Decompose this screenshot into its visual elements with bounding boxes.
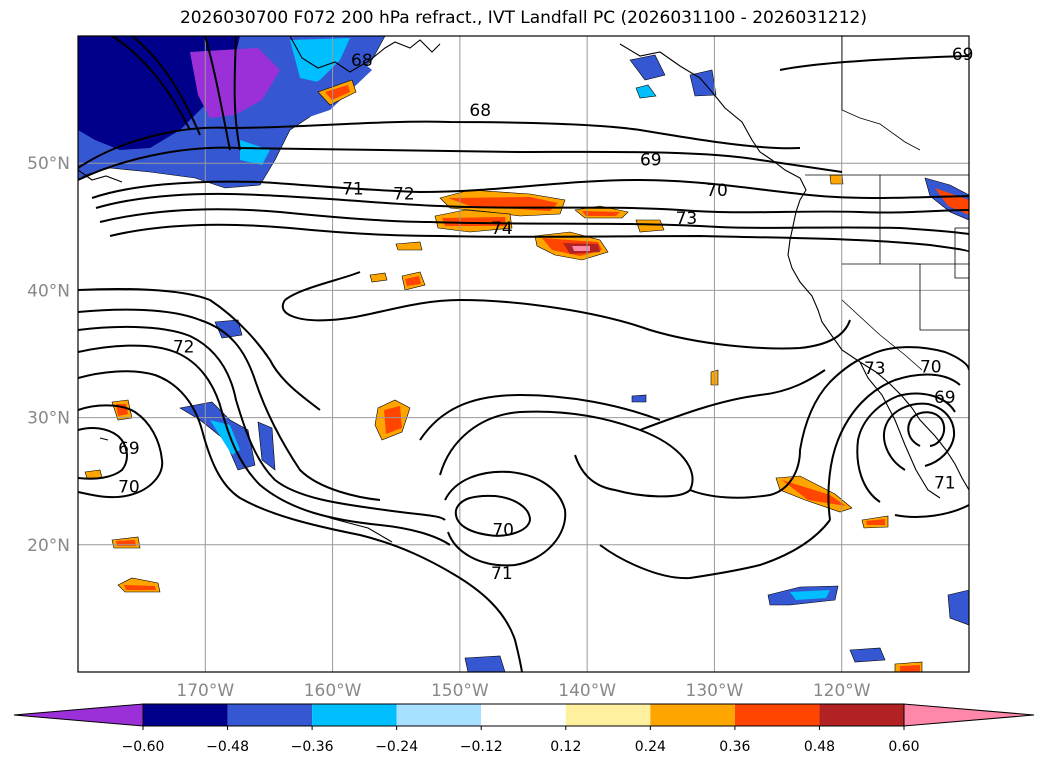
contour-label: 69: [934, 388, 956, 408]
coastlines: [78, 36, 969, 543]
contour-label: 69: [952, 45, 974, 65]
lon-tick-label: 160°W: [304, 681, 362, 701]
colorbar-tick-label: −0.24: [375, 739, 418, 755]
colorbar-tick-label: −0.48: [206, 739, 249, 755]
contour-label: 73: [864, 359, 886, 379]
colorbar-outline: [142, 703, 905, 727]
contour-label: 69: [118, 439, 140, 459]
lon-tick-label: 140°W: [558, 681, 616, 701]
longitude-tick-labels: 170°W 160°W 150°W 140°W 130°W 120°W: [176, 681, 870, 701]
contour-lines: [78, 36, 969, 672]
contour-labels: 69 68 68 69 71 72 70 73 74 72 73 70 69 69 70 71 70 71: [118, 45, 974, 584]
colorbar: −0.60 −0.48 −0.36 −0.24 −0.12 0.12 0.24 0.36 0.4…: [13, 703, 1035, 755]
colorbar-tick-label: 0.36: [719, 739, 750, 755]
colorbar-bin: [396, 704, 482, 726]
graticule: [78, 36, 969, 672]
contour-label: 71: [491, 564, 513, 584]
colorbar-extend-min: [13, 703, 144, 727]
contour-label: 70: [118, 477, 140, 497]
colorbar-tick-label: 0.24: [635, 739, 666, 755]
lat-tick-label: 50°N: [27, 154, 70, 174]
colorbar-tick-label: 0.48: [804, 739, 835, 755]
contour-label: 73: [676, 209, 698, 229]
contour-label: 71: [342, 180, 364, 200]
colorbar-bin: [481, 704, 566, 726]
contour-label: 71: [934, 473, 956, 493]
colorbar-tick-label: −0.60: [122, 739, 165, 755]
contour-label: 70: [706, 181, 728, 201]
contour-label: 70: [492, 521, 514, 541]
neg-region-northwest-light: [290, 38, 350, 82]
colorbar-bin: [734, 704, 820, 726]
colorbar-tick-label: 0.60: [888, 739, 919, 755]
colorbar-bin: [143, 704, 228, 726]
contour-label: 69: [640, 150, 662, 170]
lat-tick-label: 20°N: [27, 536, 70, 556]
colorbar-tick-label: −0.36: [291, 739, 334, 755]
contour-label: 72: [393, 185, 415, 205]
lat-tick-label: 30°N: [27, 409, 70, 429]
latitude-tick-labels: 50°N 40°N 30°N 20°N: [27, 154, 70, 556]
contour-label: 72: [173, 337, 195, 357]
colorbar-bin: [650, 704, 735, 726]
colorbar-bin: [312, 704, 397, 726]
colorbar-tick-label: −0.12: [460, 739, 503, 755]
lon-tick-label: 130°W: [686, 681, 744, 701]
colorbar-tick-label: 0.12: [550, 739, 581, 755]
colorbar-bin: [227, 704, 313, 726]
colorbar-extend-max: [903, 703, 1035, 727]
lon-tick-label: 150°W: [431, 681, 489, 701]
contour-label: 74: [491, 219, 513, 239]
lon-tick-label: 120°W: [813, 681, 871, 701]
contour-label: 70: [920, 358, 942, 378]
contour-label: 68: [469, 101, 491, 121]
map-border: [77, 35, 970, 673]
lat-tick-label: 40°N: [27, 281, 70, 301]
colorbar-bin: [819, 704, 904, 726]
lon-tick-label: 170°W: [176, 681, 234, 701]
political-borders: [805, 36, 969, 371]
plot-title: 2026030700 F072 200 hPa refract., IVT La…: [179, 8, 867, 28]
contour-label: 68: [351, 51, 373, 71]
colorbar-bin: [565, 704, 651, 726]
